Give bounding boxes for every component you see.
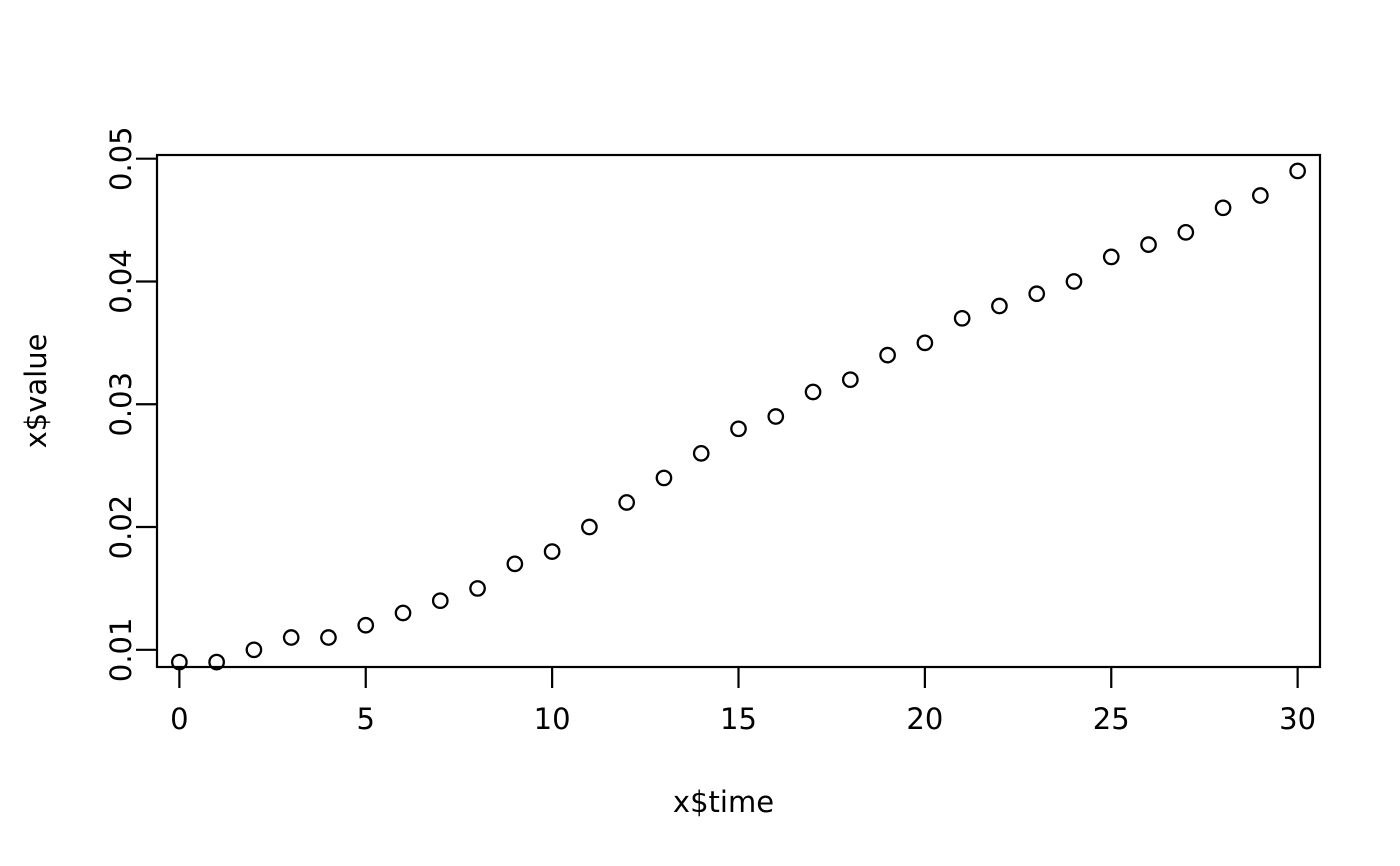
data-point [1140,236,1157,253]
data-point [804,383,822,401]
data-point [543,543,561,560]
data-point [1289,162,1306,180]
data-point [916,334,934,352]
data-point [245,641,263,659]
data-point [767,408,785,425]
data-point [1177,224,1195,241]
x-axis-tick-label: 30 [1279,702,1316,736]
x-axis-tick-label: 20 [906,702,943,736]
data-point [357,616,375,634]
data-point [469,580,486,597]
x-axis-tick-label: 5 [357,702,375,736]
data-point [730,420,747,438]
data-point-group [171,162,1306,671]
data-point [991,297,1008,315]
data-point [282,629,300,646]
data-point [431,592,449,610]
data-point [171,653,188,671]
y-axis-tick-label: 0.02 [104,495,138,560]
data-point [1252,187,1269,204]
y-axis-tick-label: 0.04 [104,249,138,314]
y-axis-title: x$value [19,334,53,449]
x-axis-tick-label: 0 [170,702,188,736]
x-axis-title: x$time [673,785,774,819]
data-point [394,604,412,622]
data-point [320,629,337,646]
data-point [581,518,598,536]
y-axis-tick-label: 0.05 [104,126,138,191]
x-axis-tick-label: 10 [534,702,571,736]
x-axis-tick-label: 25 [1093,702,1130,736]
data-point [692,445,710,462]
data-point [208,653,225,671]
data-point [618,494,636,511]
data-point [655,469,673,487]
y-axis-tick-label: 0.01 [104,618,138,683]
data-point [1065,273,1083,290]
data-point [1214,199,1232,217]
data-point [1102,248,1120,266]
data-point [879,346,896,364]
plot-frame-box [155,153,1322,669]
data-point [841,371,859,389]
x-axis-tick-label: 15 [720,702,757,736]
y-axis-tick-label: 0.03 [104,372,138,437]
data-point [953,309,971,327]
data-point [1028,285,1046,303]
data-point [506,555,524,573]
